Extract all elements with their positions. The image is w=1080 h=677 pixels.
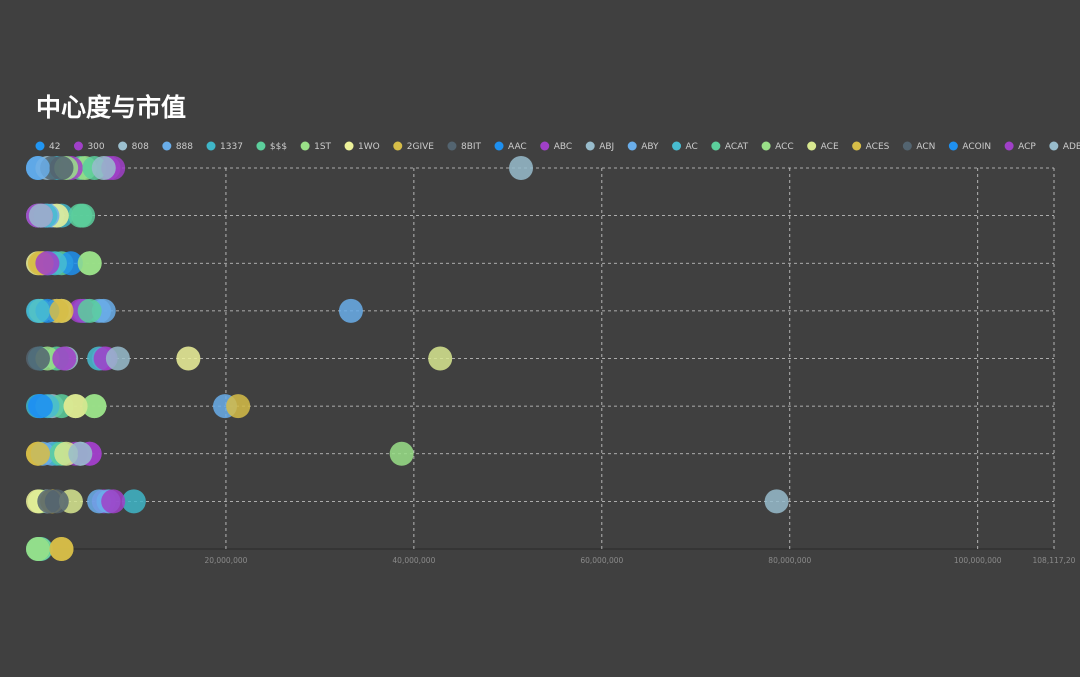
- bubble: [49, 156, 74, 180]
- legend-label: ABY: [641, 142, 659, 152]
- legend-label: 300: [87, 142, 104, 152]
- bubble: [26, 537, 50, 561]
- bubble: [105, 346, 130, 371]
- legend-label: ACES: [866, 142, 890, 152]
- bubble: [44, 489, 69, 514]
- bubble: [35, 251, 60, 276]
- legend-label: 2GIVE: [407, 142, 435, 152]
- legend-label: ACC: [775, 142, 794, 152]
- legend-marker: [344, 141, 354, 151]
- legend-marker: [35, 141, 45, 151]
- bubble: [71, 203, 96, 228]
- x-tick-label: 80,000,000: [768, 556, 811, 565]
- legend-marker: [852, 141, 862, 151]
- legend-label: 1337: [220, 142, 243, 152]
- legend-label: ACOIN: [962, 142, 991, 152]
- legend-label: 1WO: [358, 142, 380, 152]
- legend-marker: [447, 141, 457, 151]
- bubble: [226, 394, 251, 419]
- legend-marker: [393, 141, 403, 151]
- legend-marker: [206, 141, 216, 151]
- bubble: [509, 156, 534, 180]
- legend-marker: [948, 141, 958, 151]
- x-tick-label: 100,000,000: [954, 556, 1002, 565]
- legend-marker: [118, 141, 128, 151]
- legend-label: 8BIT: [461, 142, 482, 152]
- bubble: [121, 489, 146, 514]
- bubble: [338, 298, 363, 323]
- legend-label: ABC: [554, 142, 572, 152]
- legend-label: 42: [49, 142, 60, 152]
- legend-label: ACN: [916, 142, 935, 152]
- legend-marker: [585, 141, 595, 151]
- bubble: [28, 203, 53, 228]
- bubble: [428, 346, 453, 371]
- legend-marker: [1004, 141, 1014, 151]
- x-tick-label: 60,000,000: [580, 556, 623, 565]
- legend-marker: [256, 141, 266, 151]
- legend-marker: [540, 141, 550, 151]
- bubble: [77, 251, 102, 276]
- legend-marker: [1049, 141, 1059, 151]
- legend-label: ACP: [1018, 142, 1036, 152]
- bubble: [77, 298, 102, 323]
- bubble: [26, 156, 50, 180]
- legend-label: ABJ: [599, 142, 614, 152]
- bubble: [26, 298, 50, 323]
- legend-label: 1ST: [314, 142, 331, 152]
- legend-marker: [711, 141, 721, 151]
- legend-label: ACAT: [725, 142, 749, 152]
- bubble: [52, 346, 77, 371]
- x-tick-label: 40,000,000: [392, 556, 435, 565]
- bubble: [68, 441, 93, 466]
- bubble: [389, 441, 414, 466]
- bubble: [26, 441, 50, 466]
- legend-label: 888: [176, 142, 193, 152]
- legend-marker: [162, 141, 172, 151]
- legend-label: AC: [686, 142, 698, 152]
- bubble: [764, 489, 789, 514]
- legend-marker: [494, 141, 504, 151]
- legend-marker: [761, 141, 771, 151]
- legend-label: $$$: [270, 142, 287, 152]
- legend-label: AAC: [508, 142, 527, 152]
- legend-marker: [73, 141, 83, 151]
- bubble: [82, 394, 107, 419]
- bubble: [49, 298, 74, 323]
- legend-label: ADB: [1063, 142, 1080, 152]
- x-tick-label: 20,000,000: [204, 556, 247, 565]
- bubble: [26, 346, 50, 371]
- bubble: [176, 346, 201, 371]
- bubble: [49, 537, 74, 561]
- legend-marker: [672, 141, 682, 151]
- legend-label: 808: [132, 142, 149, 152]
- chart-title: 中心度与市值: [36, 93, 186, 122]
- legend-marker: [902, 141, 912, 151]
- x-tick-label: 108,117,20: [1033, 556, 1076, 565]
- legend-label: ACE: [821, 142, 839, 152]
- legend-marker: [807, 141, 817, 151]
- bubble: [91, 156, 116, 180]
- bubble: [28, 394, 53, 419]
- bubble: [101, 489, 126, 514]
- legend-marker: [300, 141, 310, 151]
- bubble: [63, 394, 88, 419]
- legend-marker: [627, 141, 637, 151]
